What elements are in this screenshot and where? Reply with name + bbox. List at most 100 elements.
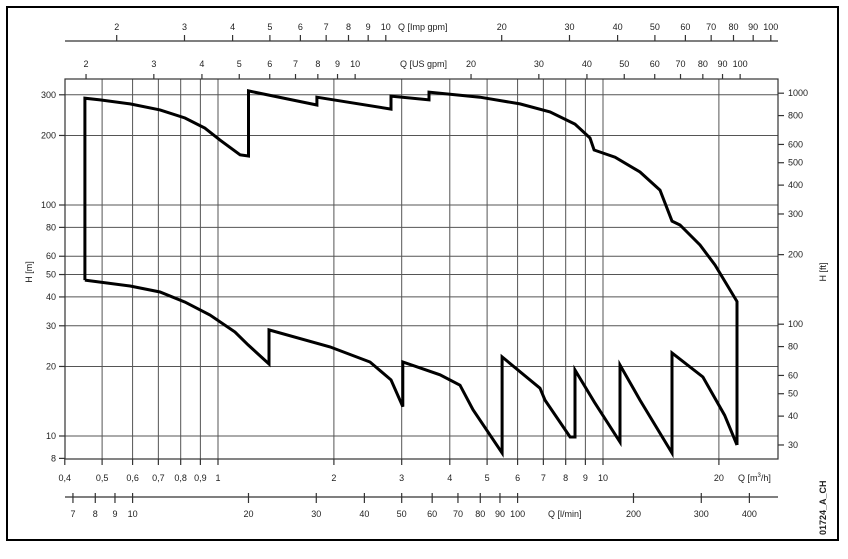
- tick-label-us-gpm: 30: [534, 59, 544, 69]
- tick-label-us-gpm: 50: [619, 59, 629, 69]
- tick-label-m3h: 6: [515, 473, 520, 483]
- tick-label-m3h: 20: [714, 473, 724, 483]
- tick-label-h-ft: 600: [788, 139, 803, 149]
- tick-label-lmin: 60: [427, 509, 437, 519]
- tick-label-us-gpm: 70: [675, 59, 685, 69]
- tick-label-lmin: 10: [128, 509, 138, 519]
- x-axis-label-m3h-base: Q [m: [738, 473, 758, 483]
- tick-label-h-ft: 50: [788, 389, 798, 399]
- tick-label-imp-gpm: 60: [680, 22, 690, 32]
- tick-label-imp-gpm: 6: [298, 22, 303, 32]
- tick-label-m3h: 3: [399, 473, 404, 483]
- tick-label-h-ft: 300: [788, 209, 803, 219]
- tick-label-h-m: 8: [51, 453, 56, 463]
- tick-label-h-m: 100: [41, 200, 56, 210]
- tick-label-imp-gpm: 100: [763, 22, 778, 32]
- tick-label-h-m: 60: [46, 251, 56, 261]
- tick-label-lmin: 200: [626, 509, 641, 519]
- tick-label-m3h: 5: [485, 473, 490, 483]
- tick-label-h-m: 30: [46, 321, 56, 331]
- tick-label-us-gpm: 80: [698, 59, 708, 69]
- tick-label-lmin: 20: [243, 509, 253, 519]
- series-upper-envelope: [83, 89, 739, 445]
- tick-label-h-m: 50: [46, 270, 56, 280]
- tick-label-h-ft: 100: [788, 319, 803, 329]
- x-axis-label-m3h-end: /h]: [761, 473, 771, 483]
- tick-label-h-ft: 1000: [788, 88, 808, 98]
- tick-label-h-ft: 30: [788, 440, 798, 450]
- tick-label-h-ft: 200: [788, 250, 803, 260]
- tick-label-m3h: 0,6: [126, 473, 139, 483]
- x-axis-label-m3h: Q [m3/h]: [738, 473, 771, 483]
- tick-label-us-gpm: 2: [84, 59, 89, 69]
- tick-label-imp-gpm: 4: [230, 22, 235, 32]
- tick-label-h-ft: 800: [788, 111, 803, 121]
- tick-label-m3h: 10: [598, 473, 608, 483]
- tick-label-lmin: 9: [112, 509, 117, 519]
- tick-label-m3h: 9: [583, 473, 588, 483]
- tick-label-lmin: 100: [510, 509, 525, 519]
- grid: [65, 79, 778, 459]
- tick-label-imp-gpm: 90: [748, 22, 758, 32]
- tick-label-m3h: 0,7: [152, 473, 165, 483]
- tick-label-imp-gpm: 30: [564, 22, 574, 32]
- tick-label-lmin: 7: [70, 509, 75, 519]
- tick-label-lmin: 50: [397, 509, 407, 519]
- tick-label-m3h: 0,9: [194, 473, 207, 483]
- tick-label-m3h: 0,4: [59, 473, 72, 483]
- tick-label-us-gpm: 7: [293, 59, 298, 69]
- tick-label-imp-gpm: 2: [114, 22, 119, 32]
- tick-label-us-gpm: 10: [350, 59, 360, 69]
- tick-label-m3h: 7: [541, 473, 546, 483]
- tick-label-lmin: 30: [311, 509, 321, 519]
- tick-label-imp-gpm: 7: [324, 22, 329, 32]
- tick-label-us-gpm: 9: [335, 59, 340, 69]
- tick-label-us-gpm: 6: [267, 59, 272, 69]
- tick-label-m3h: 2: [331, 473, 336, 483]
- tick-label-us-gpm: 40: [582, 59, 592, 69]
- tick-label-imp-gpm: 10: [381, 22, 391, 32]
- tick-label-imp-gpm: 20: [497, 22, 507, 32]
- tick-label-h-ft: 60: [788, 370, 798, 380]
- tick-label-us-gpm: 100: [733, 59, 748, 69]
- tick-label-us-gpm: 90: [718, 59, 728, 69]
- tick-label-h-m: 300: [41, 90, 56, 100]
- axes: 8102030405060801002003003040506080100200…: [41, 22, 808, 519]
- tick-label-m3h: 1: [215, 473, 220, 483]
- x-axis-label-lmin: Q [l/min]: [548, 509, 582, 519]
- tick-label-us-gpm: 20: [466, 59, 476, 69]
- tick-label-imp-gpm: 9: [366, 22, 371, 32]
- y-axis-label-left: H [m]: [24, 261, 34, 283]
- tick-label-lmin: 90: [495, 509, 505, 519]
- x-axis-label-m3h-sup: 3: [758, 473, 762, 479]
- plot-area-border: [64, 78, 779, 460]
- tick-label-imp-gpm: 80: [728, 22, 738, 32]
- tick-label-imp-gpm: 8: [346, 22, 351, 32]
- tick-label-imp-gpm: 50: [650, 22, 660, 32]
- tick-label-lmin: 8: [93, 509, 98, 519]
- x-axis-label-imp-gpm: Q [Imp gpm]: [398, 22, 448, 32]
- tick-label-h-m: 10: [46, 431, 56, 441]
- tick-label-h-ft: 400: [788, 180, 803, 190]
- tick-label-lmin: 80: [475, 509, 485, 519]
- tick-label-h-m: 80: [46, 222, 56, 232]
- tick-label-lmin: 300: [694, 509, 709, 519]
- tick-label-us-gpm: 4: [199, 59, 204, 69]
- tick-label-m3h: 8: [563, 473, 568, 483]
- tick-label-h-m: 20: [46, 361, 56, 371]
- chart-code: 01724_A_CH: [818, 480, 828, 535]
- tick-label-us-gpm: 5: [237, 59, 242, 69]
- x-axis-label-us-gpm: Q [US gpm]: [400, 59, 447, 69]
- tick-label-h-ft: 40: [788, 411, 798, 421]
- tick-label-imp-gpm: 5: [267, 22, 272, 32]
- tick-label-h-m: 200: [41, 130, 56, 140]
- curves: [83, 89, 739, 459]
- tick-label-lmin: 400: [742, 509, 757, 519]
- tick-label-imp-gpm: 70: [706, 22, 716, 32]
- y-axis-label-right: H [ft]: [818, 262, 828, 281]
- tick-label-m3h: 0,8: [174, 473, 187, 483]
- tick-label-imp-gpm: 3: [182, 22, 187, 32]
- tick-label-m3h: 4: [447, 473, 452, 483]
- tick-label-us-gpm: 8: [315, 59, 320, 69]
- tick-label-h-m: 40: [46, 292, 56, 302]
